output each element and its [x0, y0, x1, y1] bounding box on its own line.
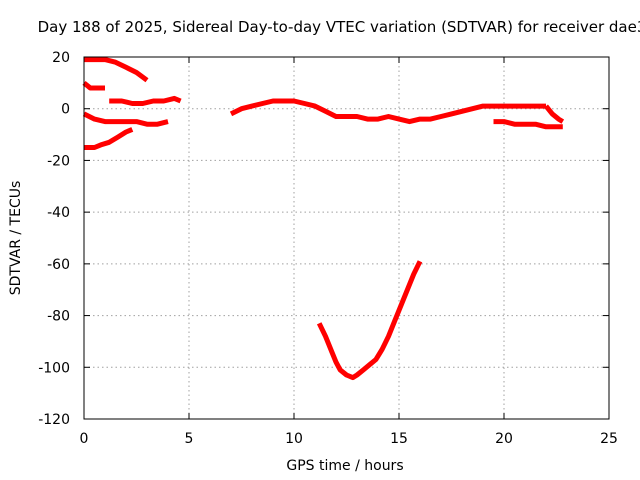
plot-frame [83, 56, 610, 420]
series-arc-1 [84, 57, 149, 83]
x-tick-label: 15 [390, 431, 408, 447]
y-tick-label: 20 [52, 50, 70, 66]
y-tick-label: 0 [61, 102, 70, 118]
y-axis-label: SDTVAR / TECUs [8, 181, 24, 296]
series-arc-7 [493, 119, 563, 130]
x-tick-labels: 0 5 10 15 20 25 [80, 431, 618, 447]
grid-lines [84, 57, 609, 419]
series-arc-8 [544, 104, 565, 124]
data-series [82, 57, 565, 381]
y-tick-label: -100 [38, 360, 70, 376]
x-tick-label: 0 [80, 431, 89, 447]
x-tick-label: 5 [185, 431, 194, 447]
y-tick-label: -120 [38, 412, 70, 428]
y-tick-label: -60 [47, 257, 70, 273]
x-tick-label: 10 [285, 431, 303, 447]
y-tick-label: -40 [47, 205, 70, 221]
series-arc-9 [316, 260, 423, 381]
x-tick-label: 25 [600, 431, 618, 447]
chart-title: Day 188 of 2025, Sidereal Day-to-day VTE… [38, 18, 640, 36]
axis-ticks [83, 56, 610, 420]
y-tick-labels: -120 -100 -80 -60 -40 -20 0 20 [38, 50, 70, 428]
x-axis-label: GPS time / hours [286, 458, 403, 474]
x-tick-label: 20 [495, 431, 513, 447]
series-arc-3 [109, 95, 182, 106]
series-arc-2 [82, 80, 105, 91]
y-tick-label: -20 [47, 153, 70, 169]
series-arc-6 [229, 98, 546, 125]
y-tick-label: -80 [47, 309, 70, 325]
series-arc-5 [84, 127, 134, 150]
series-arc-4 [82, 111, 169, 127]
